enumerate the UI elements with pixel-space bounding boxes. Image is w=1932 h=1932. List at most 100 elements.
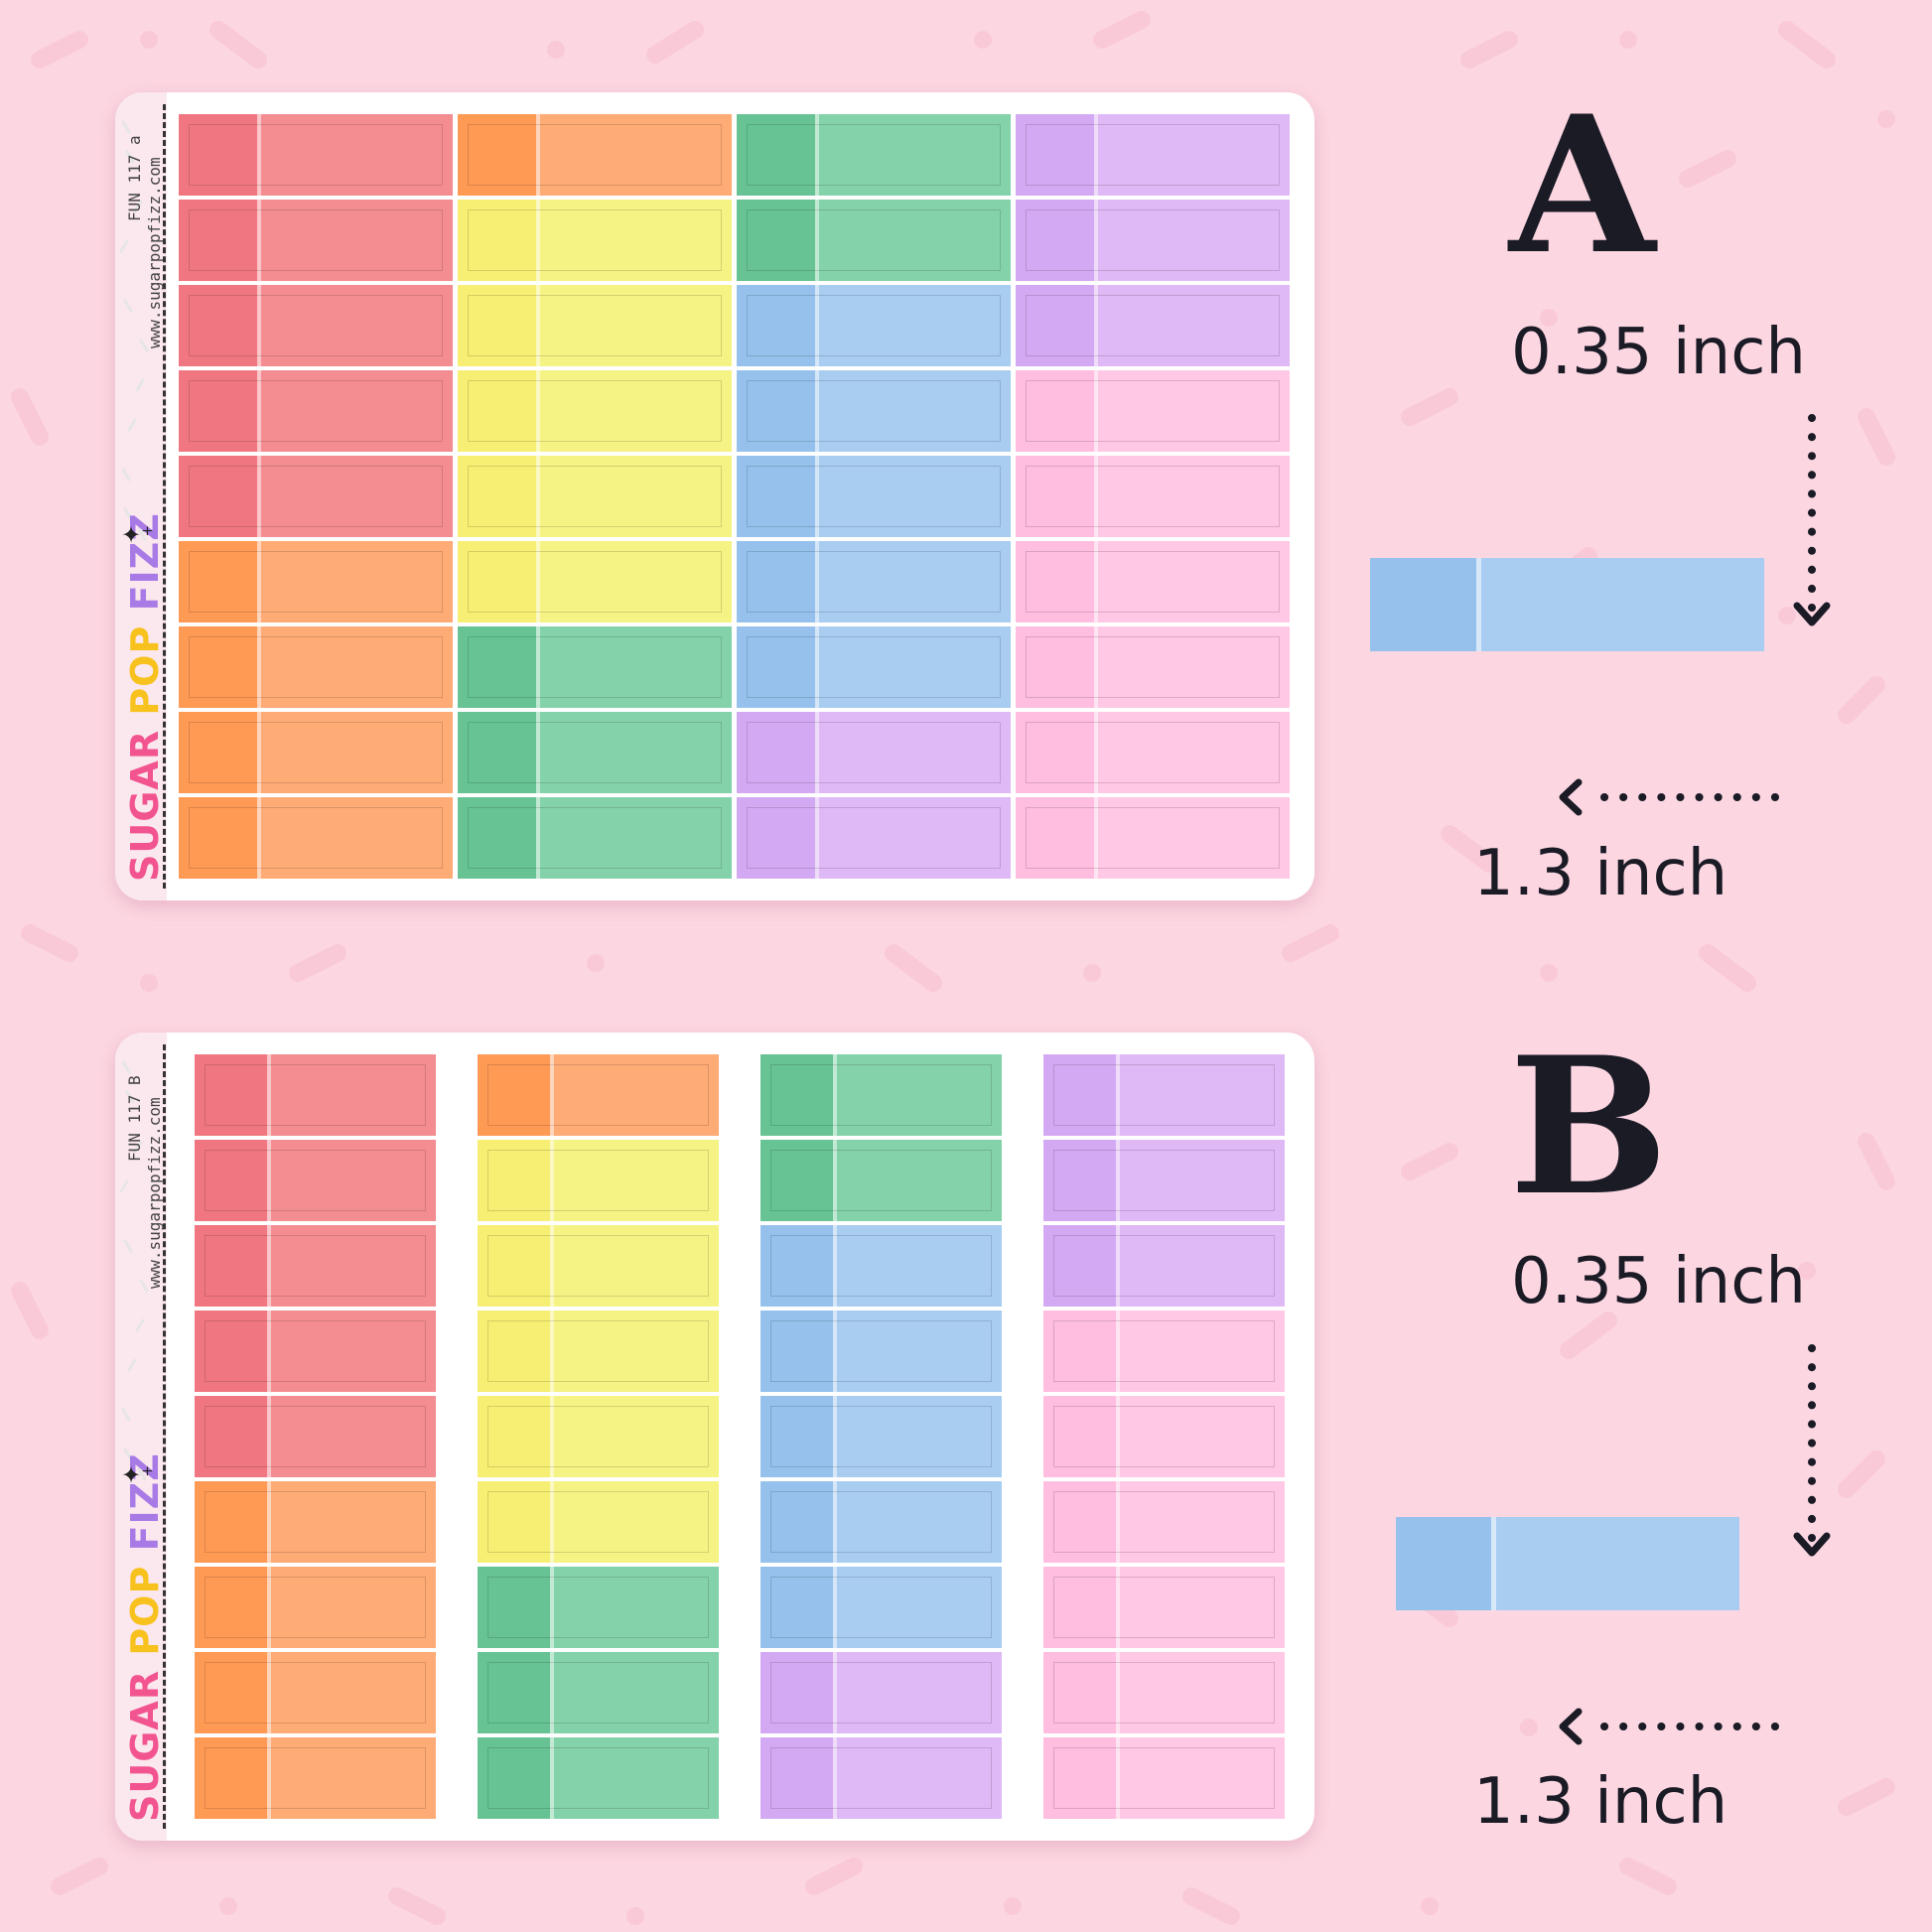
sticker-writing-box <box>1026 124 1280 186</box>
sticker-purple <box>1043 1140 1285 1221</box>
sticker-writing-box <box>189 722 443 783</box>
sticker-sheet-a: FUN 117 a www.sugarpopfizz.com SUGAR POP… <box>115 92 1314 900</box>
sticker-separator <box>815 626 819 708</box>
sticker-purple <box>1016 114 1290 196</box>
sticker-tab <box>179 285 257 366</box>
sticker-writing-box <box>205 1064 426 1126</box>
sticker-separator <box>267 1652 271 1733</box>
sticker-writing-box <box>189 124 443 186</box>
sticker-pink <box>1016 797 1290 879</box>
sticker-writing-box <box>770 1406 992 1467</box>
sticker-blue <box>737 541 1011 622</box>
sticker-writing-box <box>468 807 722 869</box>
sticker-separator <box>267 1737 271 1819</box>
sticker-separator <box>833 1396 837 1477</box>
sticker-blue <box>737 370 1011 452</box>
sticker-tab <box>195 1567 267 1648</box>
sticker-tab <box>179 797 257 879</box>
sticker-yellow <box>458 285 732 366</box>
sticker-tab <box>458 200 536 281</box>
sticker-separator <box>815 285 819 366</box>
sticker-writing-box <box>468 380 722 442</box>
sticker-tab <box>760 1311 833 1392</box>
sticker-writing-box <box>1026 209 1280 271</box>
sticker-tab <box>1043 1737 1116 1819</box>
sticker-writing-box <box>1026 807 1280 869</box>
sticker-tab <box>458 285 536 366</box>
sticker-tab <box>179 114 257 196</box>
sample-sticker-a <box>1370 558 1764 651</box>
brand-logo: SUGAR POP FIZZ <box>123 1452 167 1822</box>
sticker-red <box>179 285 453 366</box>
sticker-separator <box>267 1311 271 1392</box>
sticker-tab <box>195 1737 267 1819</box>
sticker-tab <box>179 712 257 793</box>
size-a-height-label: 0.35 inch <box>1511 316 1806 389</box>
sticker-writing-box <box>487 1406 709 1467</box>
sticker-tab <box>1016 626 1094 708</box>
brand-word-sugar: SUGAR <box>123 729 167 882</box>
sticker-tab <box>478 1737 550 1819</box>
sticker-tab <box>478 1054 550 1136</box>
sticker-tab <box>760 1054 833 1136</box>
sticker-red <box>195 1311 436 1392</box>
sticker-writing-box <box>747 636 1001 698</box>
sticker-orange <box>458 114 732 196</box>
sticker-separator <box>536 285 540 366</box>
sticker-writing-box <box>468 466 722 527</box>
down-arrow-icon <box>1793 1344 1831 1557</box>
sticker-red <box>179 200 453 281</box>
sticker-pink <box>1043 1567 1285 1648</box>
sticker-purple <box>737 712 1011 793</box>
sticker-writing-box <box>189 209 443 271</box>
sticker-blue <box>760 1567 1002 1648</box>
sticker-separator <box>550 1567 554 1648</box>
sticker-writing-box <box>468 124 722 186</box>
sticker-pink <box>1043 1311 1285 1392</box>
sticker-tab <box>458 626 536 708</box>
sticker-separator <box>550 1481 554 1563</box>
sticker-tab <box>195 1652 267 1733</box>
sticker-separator <box>536 114 540 196</box>
sticker-green <box>737 114 1011 196</box>
sticker-separator <box>550 1225 554 1307</box>
sticker-separator <box>1094 114 1098 196</box>
size-a-width-label: 1.3 inch <box>1473 837 1728 910</box>
sticker-tab <box>1016 370 1094 452</box>
sticker-tab <box>458 114 536 196</box>
sticker-tab <box>1016 200 1094 281</box>
brand-logo: SUGAR POP FIZZ <box>123 512 167 882</box>
sticker-pink <box>1043 1737 1285 1819</box>
sticker-separator <box>833 1140 837 1221</box>
sticker-tab <box>478 1140 550 1221</box>
sticker-blue <box>737 626 1011 708</box>
sticker-writing-box <box>770 1491 992 1553</box>
sticker-purple <box>760 1737 1002 1819</box>
sticker-separator <box>833 1737 837 1819</box>
sticker-separator <box>536 456 540 537</box>
sticker-writing-box <box>770 1320 992 1382</box>
sticker-writing-box <box>205 1150 426 1211</box>
sticker-writing-box <box>487 1150 709 1211</box>
sticker-tab <box>760 1737 833 1819</box>
sticker-writing-box <box>487 1064 709 1126</box>
sticker-writing-box <box>487 1747 709 1809</box>
sticker-red <box>179 370 453 452</box>
sticker-separator <box>257 200 261 281</box>
sticker-separator <box>536 797 540 879</box>
sticker-writing-box <box>1026 551 1280 613</box>
sticker-separator <box>1094 456 1098 537</box>
sticker-tab <box>195 1140 267 1221</box>
sparkle-icon: ✦⁺ <box>121 521 154 549</box>
sticker-tab <box>1043 1054 1116 1136</box>
sticker-tab <box>1016 456 1094 537</box>
left-arrow-icon <box>1559 1708 1779 1745</box>
sheet-code: FUN 117 a <box>125 135 144 221</box>
sticker-purple <box>737 797 1011 879</box>
sticker-tab <box>179 456 257 537</box>
sticker-writing-box <box>747 551 1001 613</box>
sticker-red <box>179 114 453 196</box>
sticker-separator <box>550 1396 554 1477</box>
sticker-tab <box>458 541 536 622</box>
sticker-writing-box <box>747 380 1001 442</box>
